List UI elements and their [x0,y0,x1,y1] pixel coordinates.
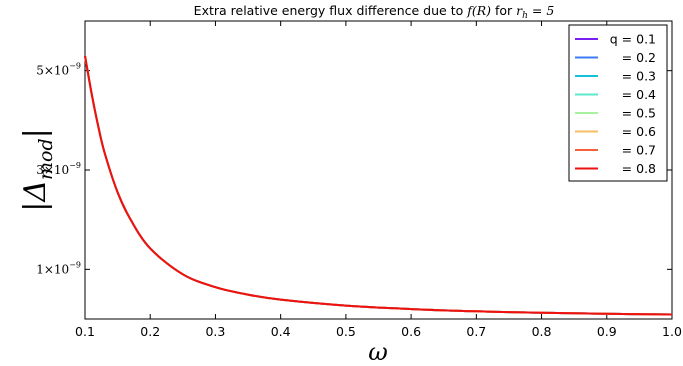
chart-title: Extra relative energy flux difference du… [194,3,555,21]
y-tick-label: 3×10−9 [36,161,81,177]
x-tick-label: 0.8 [532,324,552,339]
legend-label: = 0.3 [622,69,656,84]
y-tick-label: 5×10−9 [36,62,81,78]
x-tick-label: 0.9 [597,324,617,339]
x-tick-label: 0.4 [271,324,291,339]
legend-label: = 0.4 [622,87,656,102]
legend-label: = 0.7 [622,143,656,158]
legend-label: q = 0.1 [610,32,656,47]
y-axis-label: |Δmod| [18,128,57,212]
x-tick-label: 0.6 [401,324,421,339]
x-tick-label: 0.1 [75,324,95,339]
axis-ticks: 0.1 0.2 0.3 0.4 0.5 0.6 0.7 0.8 0.9 1.0 1×10−9 3×10… [36,21,682,339]
x-tick-label: 0.5 [336,324,356,339]
y-tick-label: 1×10−9 [36,260,81,276]
x-tick-label: 0.7 [466,324,486,339]
x-tick-label: 0.3 [205,324,225,339]
series-lines [84,55,673,316]
x-axis-label: ω [368,338,388,366]
series-line [84,55,673,316]
x-tick-label: 1.0 [662,324,682,339]
legend-label: = 0.2 [622,50,656,65]
legend-label: = 0.8 [622,161,656,176]
legend-label: = 0.6 [622,124,656,139]
x-tick-label: 0.2 [140,324,160,339]
legend: q = 0.1 = 0.2 = 0.3 = 0.4 = 0.5 = 0.6 = 0.7 = 0… [568,24,668,182]
legend-box [568,24,668,182]
legend-label: = 0.5 [622,106,656,121]
